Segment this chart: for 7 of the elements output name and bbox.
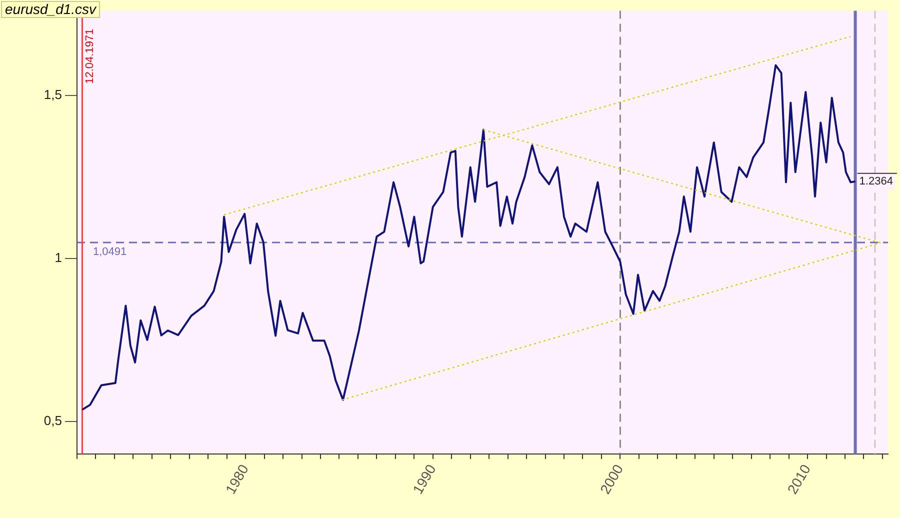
y-tick-label: 1,5 [44,87,62,102]
ref-line-label: 1,0491 [93,246,127,258]
ref-line-label: 12.04.1971 [84,28,96,84]
y-tick-label: 0,5 [44,412,62,428]
annotation: 1.2364 [859,175,893,188]
chart-title: eurusd_d1.csv [5,0,98,17]
y-tick-label: 1 [54,250,62,266]
